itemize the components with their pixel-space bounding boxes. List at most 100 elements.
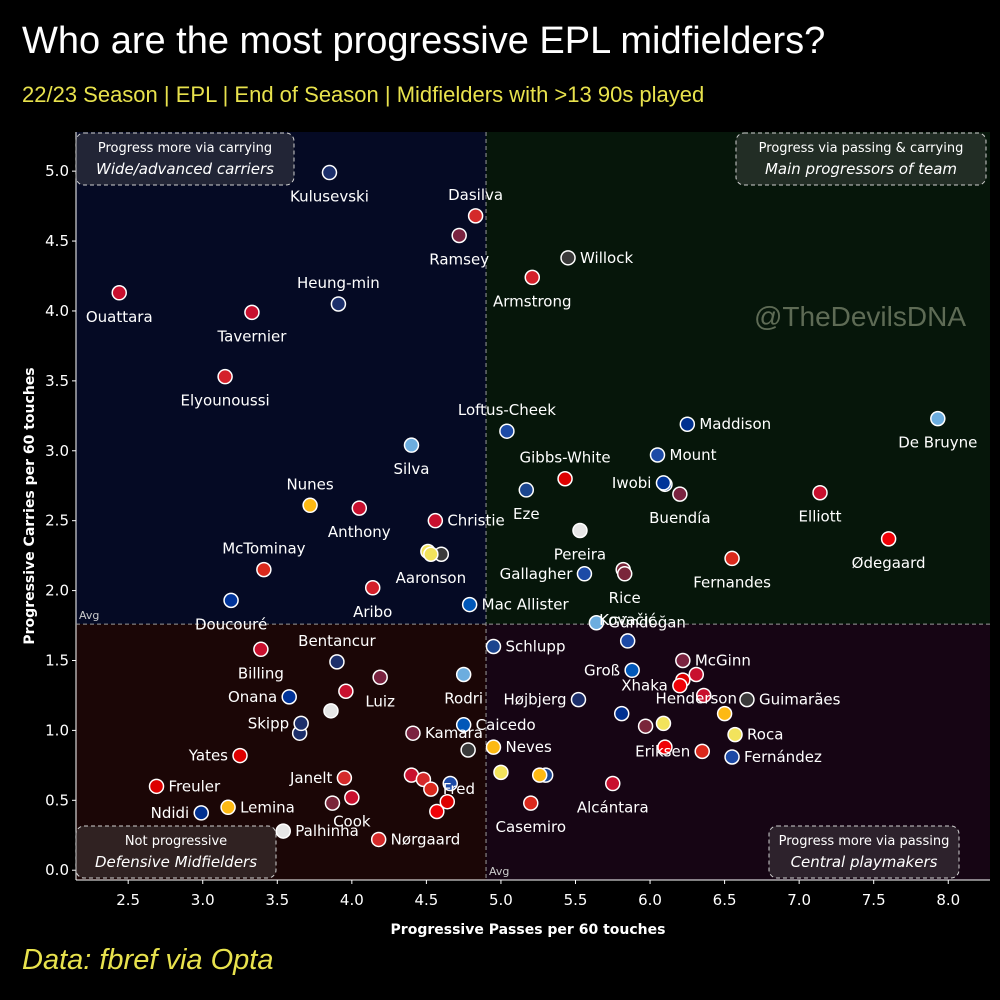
club-crest-bou-icon [351, 500, 368, 516]
x-tick-label: 7.5 [862, 891, 886, 909]
player-label: Elliott [799, 508, 842, 526]
club-crest-bou-icon [338, 683, 354, 700]
player-label: Maddison [699, 415, 771, 433]
y-tick-label: 0.5 [45, 791, 69, 809]
player-label: Ndidi [151, 804, 190, 822]
quadrant-bottom-right-subtitle: Central playmakers [791, 853, 938, 871]
player-label: Loftus-Cheek [458, 401, 556, 419]
player-label: Kovačić [599, 611, 656, 629]
player-label: Cook [333, 813, 371, 831]
club-crest-wol-icon [302, 497, 318, 514]
club-crest-avl-icon [451, 227, 467, 244]
player-label: Armstrong [493, 292, 572, 310]
player-label: Aribo [353, 603, 392, 621]
x-tick-label: 2.5 [116, 891, 140, 909]
club-crest-bou-icon [344, 789, 360, 806]
x-tick-label: 7.0 [787, 891, 811, 909]
club-crest-liv-icon [605, 775, 621, 792]
player-label: Guimarães [759, 691, 841, 709]
player-label: Onana [228, 688, 277, 706]
player-label: Buendía [649, 509, 710, 527]
quadrant-top-right-box [735, 132, 987, 186]
club-crest-tot-icon [329, 654, 345, 670]
avg-x-label: Avg [489, 865, 509, 878]
club-crest-bre-icon [467, 208, 484, 224]
club-crest-new-icon [739, 691, 755, 708]
club-crest-wol-icon [220, 799, 236, 816]
player-label: Rice [609, 589, 641, 607]
club-crest-new-icon [460, 742, 476, 758]
y-axis-title: Progressive Carries per 60 touches [22, 367, 38, 644]
club-crest-eve-icon [223, 592, 239, 609]
player-label: Kulusevski [290, 188, 369, 206]
quadrant-top-left-subtitle: Wide/advanced carriers [96, 160, 274, 178]
quadrant-top-right-bg [486, 132, 990, 625]
y-tick-label: 4.5 [45, 232, 69, 250]
club-crest-nfo-icon [439, 793, 456, 810]
player-label: Fernández [744, 748, 822, 766]
player-label: Neves [505, 738, 552, 756]
club-crest-nfo-icon [148, 778, 165, 795]
player-label: Pereira [554, 545, 606, 563]
club-crest-che-icon [724, 749, 740, 765]
club-crest-whu-icon [637, 718, 654, 734]
club-crest-bre-icon [370, 831, 387, 848]
player-label: De Bruyne [898, 434, 977, 452]
x-tick-label: 4.5 [414, 891, 438, 909]
quadrant-bottom-left-box [75, 825, 277, 879]
club-crest-nfo-icon [232, 747, 248, 764]
club-crest-eve-icon [281, 689, 297, 705]
x-tick-label: 8.0 [936, 891, 960, 909]
player-label: Anthony [328, 523, 391, 541]
club-crest-bha-icon [455, 717, 472, 733]
quadrant-top-left-box [75, 132, 295, 186]
quadrant-bottom-left-title: Not progressive [125, 834, 227, 849]
club-crest-lee-icon [727, 726, 743, 743]
club-crest-mci-icon [403, 437, 420, 453]
player-label: Dasilva [448, 186, 503, 204]
player-label: McGinn [695, 651, 751, 669]
x-tick-label: 5.0 [489, 891, 513, 909]
player-label: Bentancur [298, 632, 376, 650]
club-crest-bha-icon [461, 596, 478, 613]
club-crest-che-icon [576, 566, 593, 582]
player-label: Iwobi [612, 474, 652, 492]
y-tick-label: 2.5 [45, 512, 69, 530]
player-label: Gibbs-White [520, 449, 611, 467]
player-label: Mac Allister [482, 596, 570, 614]
club-crest-lee-icon [423, 546, 439, 562]
club-crest-mci-icon [930, 410, 946, 427]
club-crest-liv-icon [812, 484, 828, 501]
watermark: @TheDevilsDNA [754, 301, 966, 332]
player-label: Ramsey [429, 250, 489, 268]
club-crest-avl-icon [672, 486, 688, 502]
player-label: Heung-min [297, 274, 380, 292]
player-label: McTominay [222, 540, 305, 558]
club-crest-avl-icon [372, 669, 388, 686]
player-label: Henderson [656, 689, 737, 707]
club-crest-che-icon [442, 775, 458, 792]
club-crest-mun-icon [724, 550, 740, 567]
club-crest-mci-icon [588, 614, 605, 631]
club-crest-liv-icon [695, 687, 712, 704]
club-crest-tot-icon [293, 715, 309, 732]
y-tick-label: 4.0 [45, 302, 69, 320]
club-crest-bha-icon [624, 662, 640, 679]
x-axis-title: Progressive Passes per 60 touches [391, 922, 666, 938]
club-crest-avl-icon [675, 652, 691, 669]
club-crest-tot-icon [570, 691, 587, 708]
club-crest-lei-icon [613, 705, 630, 722]
club-crest-cry-icon [518, 482, 535, 498]
player-label: Doucouré [195, 615, 267, 633]
quadrant-top-left-bg [76, 132, 487, 625]
player-label: Højbjerg [504, 691, 567, 709]
club-crest-nfo-icon [557, 470, 573, 487]
club-crest-eve-icon [655, 475, 672, 491]
player-label: Janelt [289, 769, 333, 787]
player-label: Christie [447, 512, 504, 530]
quadrant-top-right-subtitle: Main progressors of team [765, 160, 957, 178]
club-crest-bou-icon [253, 641, 269, 658]
x-tick-label: 3.0 [191, 891, 215, 909]
club-crest-ful-icon [572, 522, 588, 539]
player-label: Lemina [240, 798, 295, 816]
